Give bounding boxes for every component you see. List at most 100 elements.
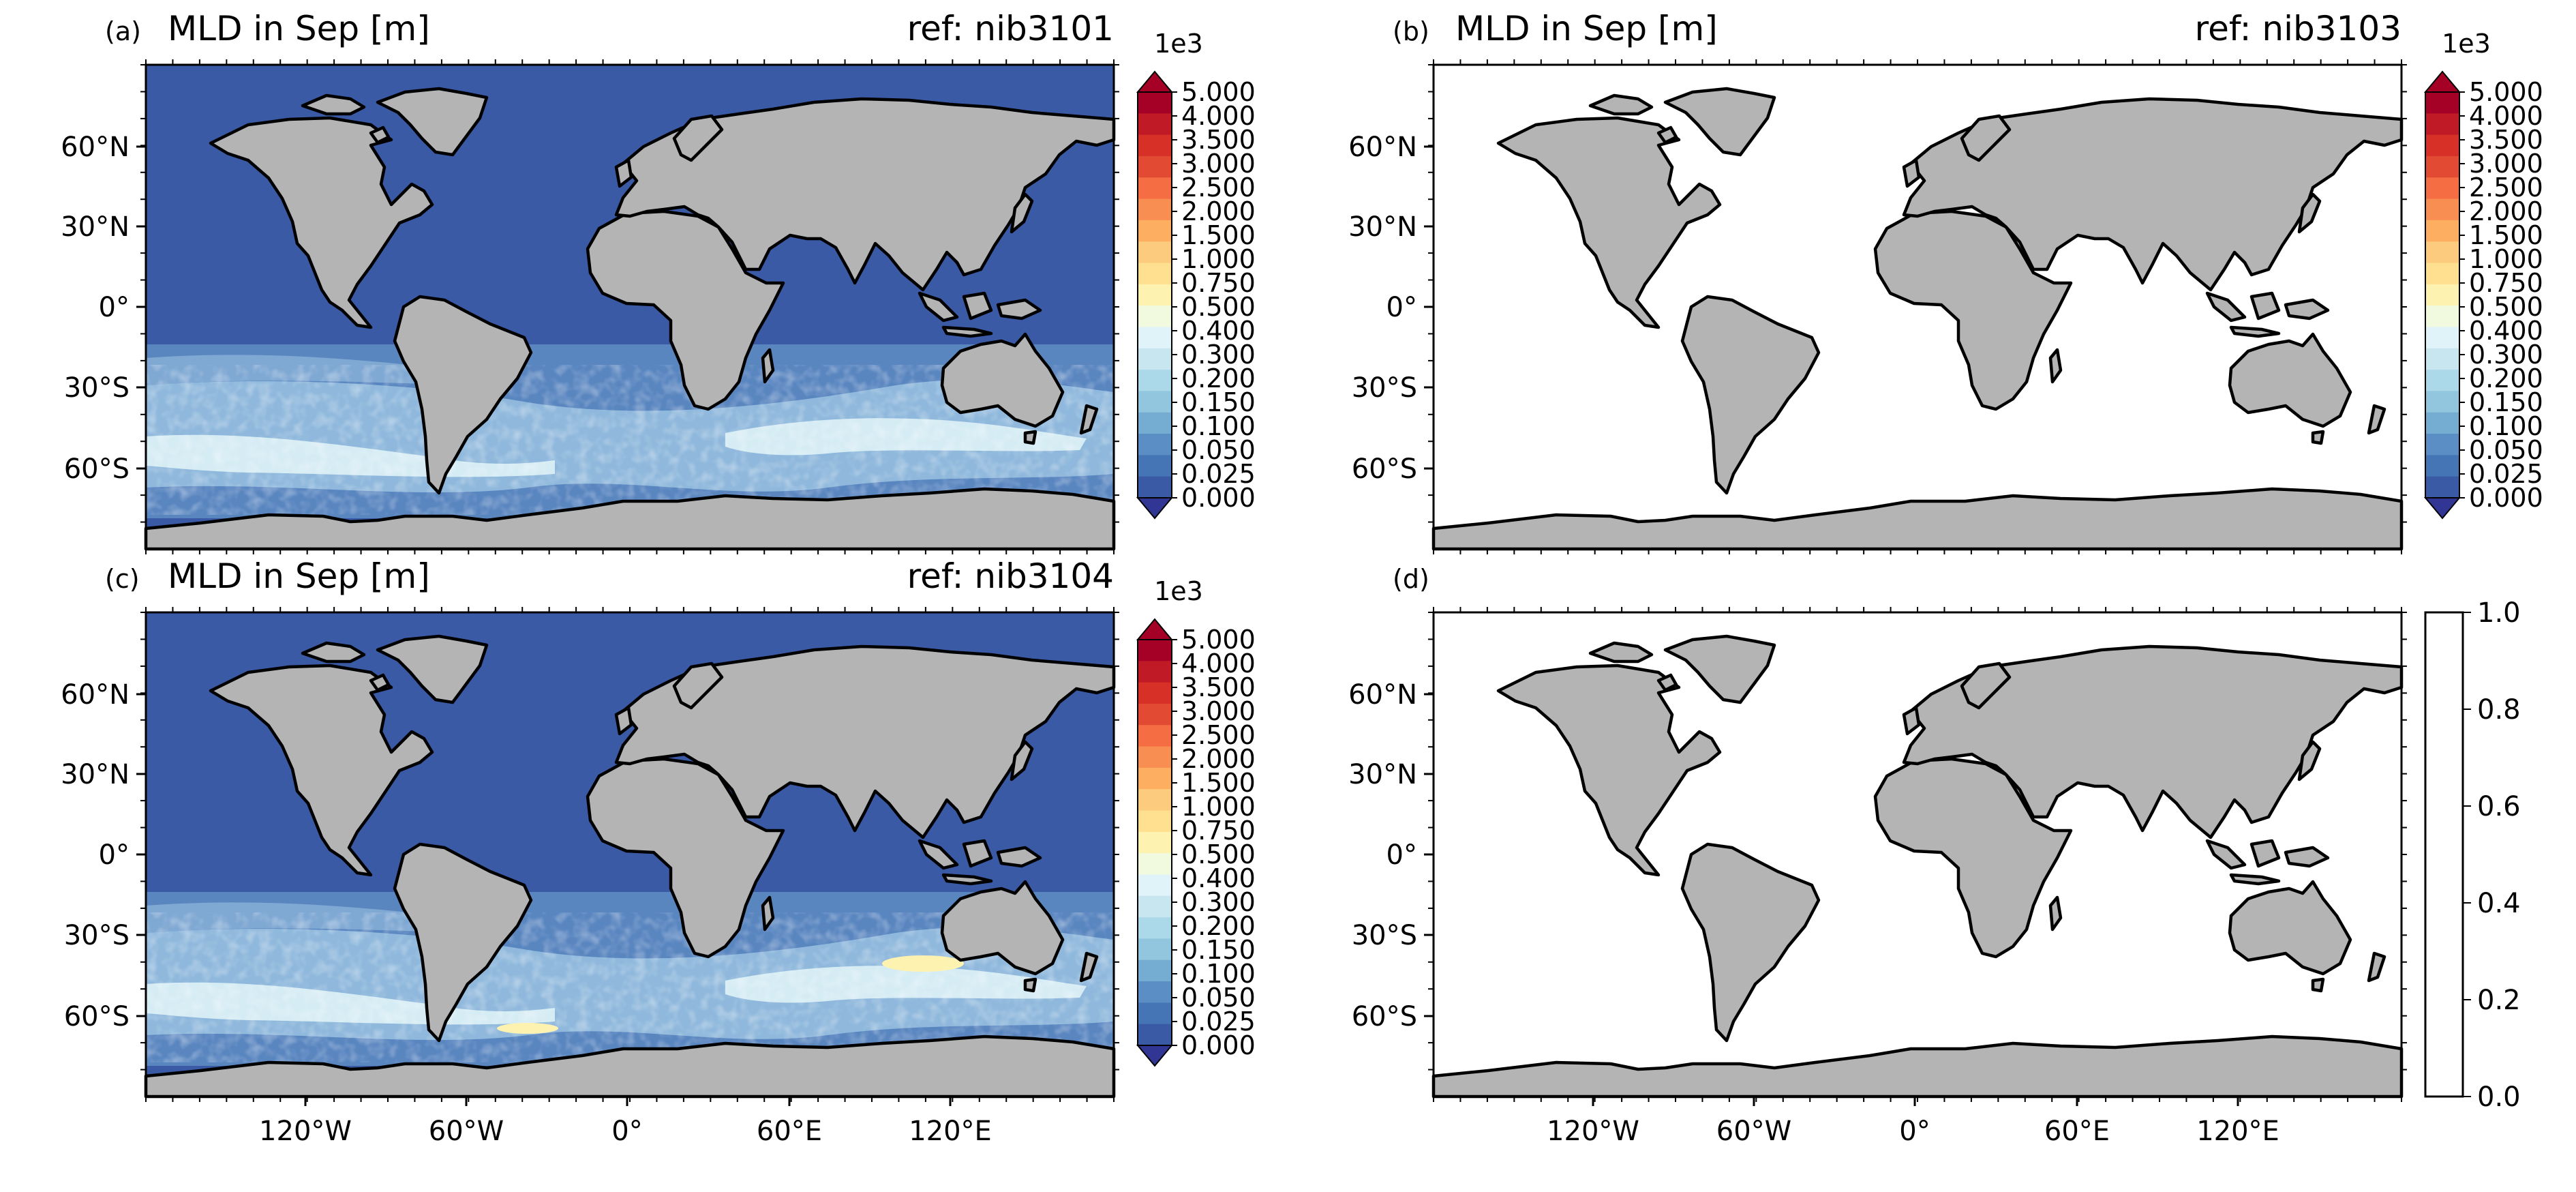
colorbar-frame — [1137, 639, 1172, 1046]
map-panel: (c) MLD in Sep [m] ref: nib3104 60°N 30°N 0° 3… — [61, 556, 1256, 1147]
colorbar-tick-label: 0.300 — [1181, 340, 1256, 370]
colorbar-tick-label: 4.000 — [2469, 101, 2543, 131]
lon-tick-label: 120°W — [1547, 1116, 1639, 1147]
colorbar-swatch — [2425, 241, 2459, 264]
colorbar-tick-label: 1.500 — [1181, 220, 1256, 250]
colorbar-tick-label: 0.100 — [1181, 959, 1256, 989]
colorbar-swatch — [1138, 220, 1172, 242]
colorbar-tick-label: 0.500 — [1181, 839, 1256, 869]
colorbar-tick-label: 0.000 — [1181, 483, 1256, 513]
colorbar-swatch — [2425, 92, 2459, 114]
colorbar-swatch — [1138, 348, 1172, 370]
colorbar-tick-label: 0.8 — [2477, 694, 2521, 726]
colorbar-tick-label: 0.025 — [2469, 459, 2543, 489]
colorbar-tick-label: 5.000 — [1181, 77, 1256, 107]
colorbar-swatch — [1138, 476, 1172, 498]
colorbar-tick-label: 2.000 — [2469, 196, 2543, 226]
lat-tick-label: 60°S — [64, 1001, 130, 1032]
panel-title: MLD in Sep [m] — [168, 556, 430, 596]
colorbar-exponent: 1e3 — [2442, 29, 2491, 59]
colorbar-frame — [2425, 91, 2460, 498]
colorbar-extend-min — [2423, 497, 2461, 520]
colorbar-tick-label: 1.000 — [1181, 792, 1256, 822]
colorbar-tick-label: 0.000 — [2469, 483, 2543, 513]
lon-tick-label: 120°E — [909, 1116, 992, 1147]
lat-tick-label: 30°N — [1348, 759, 1417, 790]
colorbar-tick-label: 3.500 — [2469, 125, 2543, 155]
colorbar-tick-label: 0.150 — [2469, 387, 2543, 417]
colorbar-tick-label: 0.025 — [1181, 1007, 1256, 1037]
colorbar-swatch — [2425, 134, 2459, 157]
colorbar-swatch — [1138, 810, 1172, 833]
lat-tick-label: 30°S — [64, 372, 130, 404]
colorbar-tick-label: 0.750 — [1181, 268, 1256, 298]
colorbar-swatch — [1138, 917, 1172, 940]
colorbar-tick-label: 0.200 — [1181, 911, 1256, 941]
lat-tick-label: 0° — [99, 839, 130, 871]
colorbar-swatch — [2425, 370, 2459, 392]
colorbar-tick-label: 4.000 — [1181, 101, 1256, 131]
lat-tick-label: 0° — [1387, 292, 1417, 323]
panel-letter: (c) — [105, 564, 140, 594]
lat-tick-label: 60°S — [1352, 1001, 1417, 1032]
colorbar-extend-max — [1136, 70, 1174, 93]
colorbar-tick-label: 3.500 — [1181, 672, 1256, 702]
colorbar-tick-label: 2.000 — [1181, 744, 1256, 774]
colorbar-tick-label: 3.500 — [1181, 125, 1256, 155]
colorbar-frame — [2424, 611, 2464, 1098]
colorbar-tick-label: 1.0 — [2477, 597, 2521, 629]
lon-tick-label: 0° — [611, 1116, 642, 1147]
colorbar-tick-label: 0.150 — [1181, 387, 1256, 417]
colorbar-tick-label: 0.400 — [2469, 316, 2543, 346]
colorbar-swatch — [1138, 177, 1172, 200]
colorbar-swatch — [1138, 767, 1172, 790]
lon-tick-label: 60°E — [757, 1116, 822, 1147]
lat-tick-label: 60°N — [61, 679, 130, 711]
colorbar-tick-label: 3.000 — [1181, 149, 1256, 179]
colorbar-tick-label: 0.6 — [2477, 791, 2521, 822]
lat-tick-label: 60°N — [1348, 679, 1417, 711]
colorbar-extend-min — [1136, 497, 1174, 520]
colorbar-swatch — [1138, 263, 1172, 285]
panel-ref: ref: nib3101 — [907, 9, 1114, 48]
colorbar-tick-label: 2.500 — [2469, 173, 2543, 203]
colorbar-tick-label: 0.400 — [1181, 863, 1256, 893]
colorbar-tick-label: 2.500 — [1181, 173, 1256, 203]
colorbar-tick-label: 0.400 — [1181, 316, 1256, 346]
colorbar-swatch — [1138, 703, 1172, 726]
colorbar-swatch — [1138, 198, 1172, 221]
colorbar-swatch — [1138, 1002, 1172, 1025]
lat-tick-label: 30°S — [64, 920, 130, 951]
colorbar-tick-label: 0.025 — [1181, 459, 1256, 489]
lat-tick-label: 30°S — [1352, 372, 1417, 404]
colorbar-swatch — [2425, 113, 2459, 136]
lat-tick-label: 30°S — [1352, 920, 1417, 951]
lon-tick-label: 120°W — [259, 1116, 352, 1147]
colorbar-tick-label: 0.200 — [2469, 363, 2543, 393]
lat-tick-label: 0° — [99, 292, 130, 323]
lat-tick-label: 60°S — [1352, 453, 1417, 485]
colorbar-tick-label: 0.500 — [2469, 292, 2543, 322]
colorbar-swatch — [2425, 220, 2459, 242]
colorbar-swatch — [1138, 412, 1172, 434]
mld-deep-patch — [497, 1023, 558, 1034]
colorbar-tick-label: 0.300 — [2469, 340, 2543, 370]
colorbar-extend-max — [2423, 70, 2461, 93]
colorbar-swatch — [1138, 959, 1172, 982]
colorbar-extend-min — [1136, 1045, 1174, 1067]
colorbar-tick-label: 0.0 — [2477, 1082, 2521, 1113]
colorbar-tick-label: 3.000 — [1181, 696, 1256, 726]
colorbar-tick-label: 1.500 — [1181, 768, 1256, 798]
colorbar-extend-max — [1136, 618, 1174, 640]
colorbar-swatch — [2425, 155, 2459, 178]
colorbar-swatch — [1138, 661, 1172, 683]
lat-tick-label: 30°N — [61, 759, 130, 790]
panel-letter: (d) — [1393, 564, 1429, 594]
colorbar-swatch — [2425, 348, 2459, 370]
colorbar-exponent: 1e3 — [1154, 576, 1203, 606]
map-panel: (a) MLD in Sep [m] ref: nib3101 60°N 30°N 0° 3… — [61, 9, 1256, 554]
colorbar-swatch — [1138, 241, 1172, 264]
colorbar-tick-label: 0.050 — [1181, 983, 1256, 1013]
colorbar-swatch — [1138, 746, 1172, 769]
colorbar-swatch — [2425, 284, 2459, 306]
